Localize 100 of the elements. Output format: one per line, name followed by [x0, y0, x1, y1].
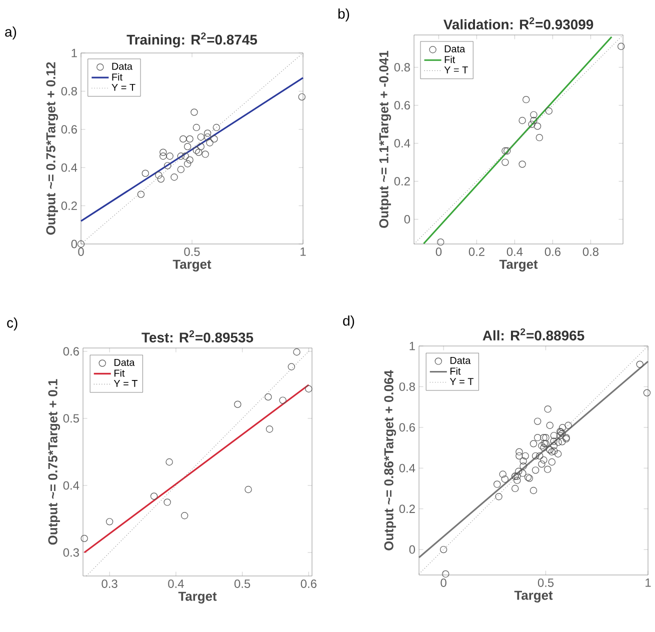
point	[440, 546, 448, 554]
y-axis-title: Output ~= 0.75*Target + 0.1	[48, 379, 60, 545]
y-tick-label: 0.8	[394, 63, 410, 72]
point	[264, 393, 272, 401]
point	[244, 486, 252, 494]
point	[212, 124, 220, 132]
legend-label: Fit	[444, 56, 456, 64]
point	[558, 424, 566, 432]
point	[234, 400, 242, 408]
y-tick-label: 1	[72, 48, 77, 58]
point	[192, 146, 200, 154]
x-tick-label: 0.6	[300, 580, 316, 588]
point	[502, 158, 509, 166]
y-tick-label: 0.3	[63, 548, 79, 557]
text: d)	[343, 316, 354, 328]
x-axis-title: Target	[178, 592, 217, 604]
point	[210, 135, 218, 143]
point	[512, 484, 519, 492]
point	[538, 460, 546, 468]
x-tick-label: 0.5	[538, 578, 554, 587]
legend-label: Fit	[450, 367, 461, 375]
point	[545, 107, 552, 115]
point	[544, 406, 552, 413]
point	[530, 486, 538, 494]
text: c)	[7, 318, 18, 330]
point	[516, 452, 523, 460]
legend-label: Y = T	[112, 84, 136, 91]
point	[180, 512, 188, 520]
point	[522, 96, 530, 104]
text: b)	[338, 8, 350, 22]
y-tick-label: 0.6	[399, 423, 415, 432]
chart-title: Training: R$^{2}$=0.8745	[126, 32, 258, 48]
point	[504, 147, 511, 154]
point	[184, 142, 192, 150]
point	[540, 434, 548, 442]
point	[266, 426, 274, 433]
point	[554, 450, 562, 458]
x-tick-label: 1	[300, 248, 306, 256]
legend-label: Data	[450, 357, 471, 364]
chart-title: Validation: R$^{2}$=0.93099	[443, 17, 594, 30]
point	[542, 434, 550, 442]
point	[536, 452, 544, 460]
x-tick-label: 0.8	[582, 248, 598, 256]
x-tick-label: 1	[646, 578, 651, 587]
point	[186, 135, 194, 143]
x-tick-label: 0.2	[468, 248, 484, 256]
point	[514, 476, 521, 484]
point	[197, 142, 204, 150]
x-tick-label: 0.3	[102, 580, 118, 588]
point	[182, 152, 189, 160]
point	[520, 462, 527, 470]
point	[442, 570, 450, 578]
point	[518, 160, 526, 168]
x-axis-title: Target	[172, 260, 212, 272]
point	[530, 440, 538, 448]
point	[180, 135, 187, 143]
point	[532, 466, 540, 474]
point	[554, 438, 562, 446]
y-tick-label: 0.6	[61, 125, 77, 134]
point	[77, 240, 85, 248]
y-tick-label: 0.6	[394, 101, 410, 110]
point	[202, 150, 209, 158]
y-tick-label: 0.8	[61, 86, 77, 96]
point	[499, 470, 506, 478]
point	[534, 434, 542, 442]
point	[550, 438, 558, 445]
y-axis-title: Output ~= 0.75*Target + 0.12	[46, 62, 58, 235]
point	[502, 147, 509, 154]
text: a)	[5, 26, 16, 40]
x-axis-title: Target	[499, 260, 538, 272]
point	[550, 442, 558, 450]
x-tick-label: 0.4	[168, 580, 184, 588]
chart-title: All: R$^{2}$=0.88965	[482, 328, 584, 340]
point	[520, 457, 527, 465]
y-tick-label: 0.2	[399, 504, 415, 514]
x-tick-label: 0.5	[184, 248, 200, 256]
point	[293, 348, 300, 356]
point	[164, 162, 172, 170]
legend-label: Fit	[114, 369, 125, 377]
point	[538, 442, 546, 450]
y-tick-label: 0.5	[63, 414, 79, 423]
point	[184, 160, 192, 168]
point	[530, 116, 538, 124]
point	[190, 108, 198, 116]
point	[548, 448, 556, 456]
point	[530, 111, 538, 118]
point	[206, 139, 214, 146]
point	[544, 466, 552, 473]
point	[528, 120, 536, 128]
point	[494, 480, 501, 488]
point	[177, 152, 184, 160]
y-tick-label: 0.4	[394, 139, 410, 148]
y-tick-label: 0	[71, 240, 78, 248]
point	[142, 170, 149, 177]
point	[516, 448, 523, 456]
point	[166, 152, 174, 160]
point	[157, 175, 165, 183]
point	[195, 148, 202, 156]
point	[548, 458, 556, 466]
point	[540, 444, 548, 452]
